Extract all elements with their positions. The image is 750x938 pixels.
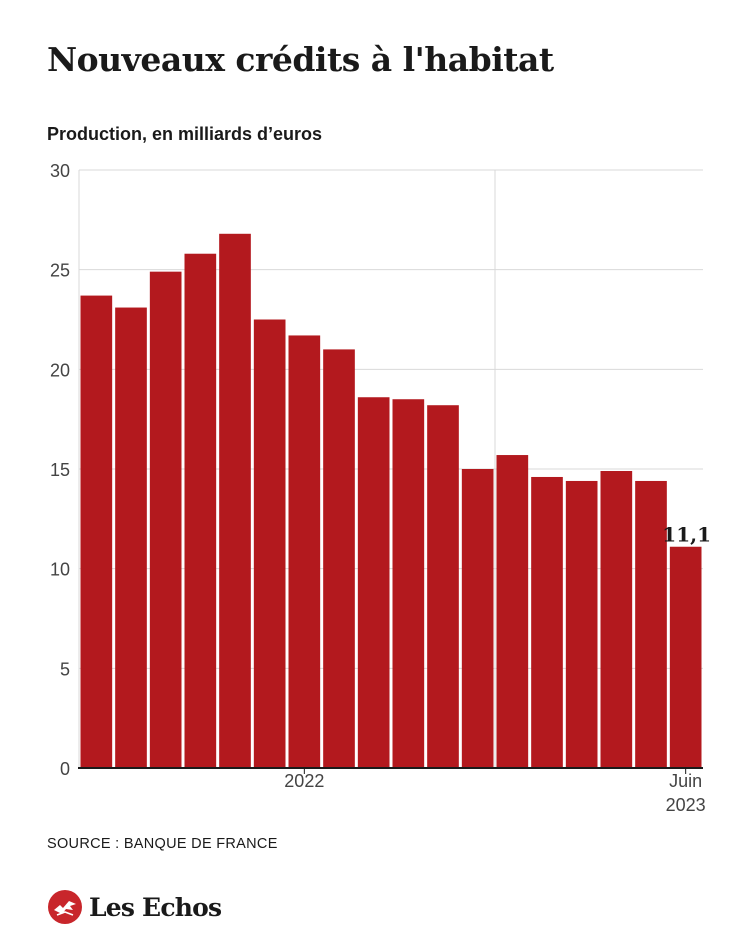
bars [80,233,702,769]
bar [461,469,494,768]
brand-logo: Les Echos [47,887,222,927]
y-tick-label: 20 [50,360,70,380]
les-echos-logo-icon [48,890,82,924]
source-note: SOURCE : BANQUE DE FRANCE [47,836,278,852]
y-tick-label: 5 [60,659,70,679]
bar [427,405,459,768]
y-tick-label: 15 [50,460,70,480]
bar [115,307,147,768]
bar [392,399,425,768]
brand-name: Les Echos [89,892,222,922]
y-tick-label: 25 [50,261,70,281]
bar [219,233,251,768]
bar [669,546,702,768]
bar [80,295,113,768]
bar [565,480,598,768]
bar-chart: 0 5 10 15 20 25 30 2022 Juin 2023 11,1 [50,161,711,815]
chart-subtitle: Production, en milliards d’euros [47,124,323,144]
axes: 0 5 10 15 20 25 30 2022 Juin 2023 11,1 [50,161,711,815]
bar [357,397,390,768]
x-tick-label: 2022 [284,771,324,791]
chart-title: Nouveaux crédits à l'habitat [47,40,554,79]
bar [531,476,563,768]
bar [253,319,286,768]
bar [149,271,182,768]
bar [600,470,633,768]
x-tick-label: Juin 2023 [666,771,706,815]
bar [184,253,217,769]
y-tick-label: 30 [50,161,70,181]
bar [323,349,355,768]
y-tick-label: 0 [60,759,70,779]
gridlines [78,169,703,768]
data-label: 11,1 [662,523,711,547]
bar [288,335,321,768]
y-tick-label: 10 [50,560,70,580]
bar [635,480,667,768]
bar [496,455,529,768]
